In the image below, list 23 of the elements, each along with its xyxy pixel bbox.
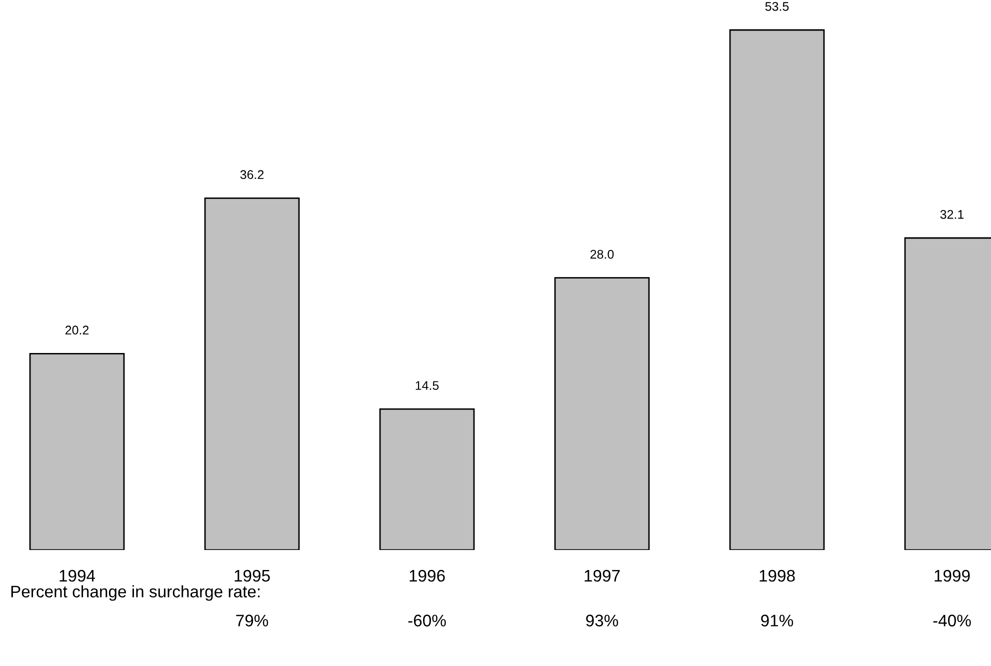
x-tick-label: 1994 (60, 570, 96, 582)
bar (379, 408, 475, 550)
text: Percent change in surcharge rate: (11, 585, 260, 601)
text: 79% (236, 614, 268, 626)
data-label: 36.2 (240, 170, 264, 180)
text: -60% (408, 614, 446, 626)
x-tick-label: 1998 (760, 570, 795, 582)
text: 93% (586, 614, 618, 626)
data-label: 28.0 (590, 250, 614, 259)
bar (729, 29, 825, 550)
x-tick-label: 1996 (410, 570, 445, 582)
data-label: 20.2 (65, 326, 89, 335)
x-tick-label: 1999 (934, 570, 970, 582)
data-label: 14.5 (416, 381, 439, 390)
text: 91% (761, 614, 794, 626)
text: -40% (933, 614, 971, 626)
bar (204, 197, 300, 550)
data-label: 53.5 (765, 2, 789, 11)
x-tick-label: 1995 (234, 570, 270, 582)
bar (554, 277, 650, 550)
x-tick-label: 1997 (584, 570, 620, 582)
bar (29, 352, 125, 550)
data-label: 32.1 (940, 210, 964, 219)
